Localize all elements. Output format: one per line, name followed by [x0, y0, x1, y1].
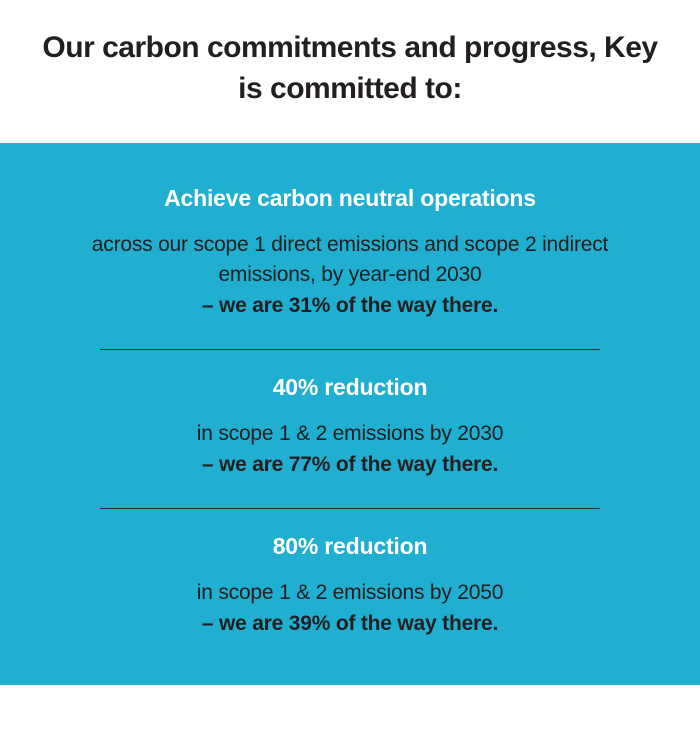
divider	[100, 508, 600, 509]
commitment-title: Achieve carbon neutral operations	[60, 185, 640, 212]
commitments-panel: Achieve carbon neutral operations across …	[0, 143, 700, 685]
commitment-title: 80% reduction	[60, 533, 640, 560]
commitment-desc: across our scope 1 direct emissions and …	[60, 230, 640, 291]
commitment-progress: – we are 31% of the way there.	[60, 291, 640, 321]
page-title: Our carbon commitments and progress, Key…	[40, 28, 660, 109]
commitment-desc: in scope 1 & 2 emissions by 2050	[60, 578, 640, 608]
divider	[100, 349, 600, 350]
commitment-progress: – we are 77% of the way there.	[60, 450, 640, 480]
commitment-item: 40% reduction in scope 1 & 2 emissions by…	[60, 374, 640, 480]
page-header: Our carbon commitments and progress, Key…	[0, 0, 700, 143]
commitment-item: Achieve carbon neutral operations across …	[60, 185, 640, 321]
commitment-progress: – we are 39% of the way there.	[60, 609, 640, 639]
commitment-desc: in scope 1 & 2 emissions by 2030	[60, 419, 640, 449]
commitment-item: 80% reduction in scope 1 & 2 emissions by…	[60, 533, 640, 639]
commitment-title: 40% reduction	[60, 374, 640, 401]
commitments-list: Achieve carbon neutral operations across …	[60, 185, 640, 639]
